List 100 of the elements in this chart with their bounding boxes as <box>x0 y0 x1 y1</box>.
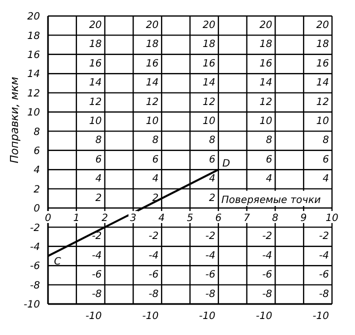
annotation: 20 <box>146 20 159 31</box>
x-tick-label: 5 <box>186 213 194 224</box>
x-tick-label: 3 <box>130 213 136 224</box>
annotation: 12 <box>316 96 329 108</box>
annotation: -8 <box>92 288 102 300</box>
annotation: 16 <box>202 58 216 70</box>
annotation: -4 <box>262 250 272 262</box>
x-tick-label: 7 <box>244 213 251 224</box>
annotation: 18 <box>146 39 159 50</box>
annotation: -8 <box>262 288 272 300</box>
annotation: 8 <box>95 135 102 146</box>
annotation: 20 <box>259 20 272 31</box>
annotation: -2 <box>205 231 216 242</box>
annotation: 16 <box>259 58 272 70</box>
y-tick-label: 18 <box>27 30 40 42</box>
annotation: 6 <box>209 154 216 166</box>
x-tick-label: 10 <box>326 213 338 224</box>
x-tick-label: 4 <box>158 213 165 224</box>
annotation: 8 <box>322 135 329 146</box>
annotation: -4 <box>148 250 159 262</box>
text: -10 <box>312 311 329 322</box>
annotation: 12 <box>146 96 159 108</box>
annotation: 16 <box>89 58 102 70</box>
x-tick-label: 0 <box>44 213 52 224</box>
y-tick-label: 20 <box>27 12 40 23</box>
y-tick-label: 0 <box>34 204 40 215</box>
x-tick-label: 8 <box>272 213 278 224</box>
y-tick-label: -6 <box>30 261 40 272</box>
y-tick-label: -4 <box>30 242 40 253</box>
annotation: 14 <box>202 78 216 89</box>
annotation: 12 <box>89 96 102 108</box>
y-tick-label: -10 <box>24 300 40 311</box>
annotation: 4 <box>95 174 102 185</box>
annotation: 14 <box>316 78 329 89</box>
annotation: -4 <box>205 250 216 262</box>
annotation: 10 <box>89 116 102 127</box>
annotation: -2 <box>148 231 159 242</box>
annotation: 10 <box>259 116 272 127</box>
annotation: -2 <box>319 231 329 242</box>
annotation: 12 <box>259 96 272 108</box>
annotation: 14 <box>89 78 102 89</box>
annotation: 18 <box>259 39 272 50</box>
annotation: -4 <box>92 250 102 262</box>
annotation: 20 <box>316 20 329 31</box>
annotation: -6 <box>205 270 216 281</box>
y-tick-label: -2 <box>30 222 40 234</box>
annotation: 4 <box>152 174 159 185</box>
annotation: 12 <box>202 96 216 108</box>
annotation: 8 <box>152 135 159 146</box>
text: -10 <box>199 311 216 322</box>
annotation: 6 <box>152 154 159 166</box>
annotation: D <box>222 158 230 170</box>
annotation: 2 <box>209 192 216 204</box>
y-tick-label: 4 <box>34 165 40 176</box>
annotation: 16 <box>316 58 329 70</box>
annotation: 6 <box>95 154 102 166</box>
y-axis-title: Поправки, мкм <box>8 76 21 164</box>
annotation: 14 <box>146 78 159 89</box>
y-tick-label: -8 <box>30 280 40 292</box>
annotation: 6 <box>266 154 272 166</box>
y-tick-label: 14 <box>27 69 40 80</box>
text: -10 <box>256 311 272 322</box>
annotation: -4 <box>319 250 329 262</box>
annotation: 4 <box>322 174 329 185</box>
annotation: -2 <box>262 231 272 242</box>
annotation: 2 <box>95 192 102 204</box>
y-tick-label: 10 <box>27 108 40 119</box>
annotation: 6 <box>322 154 329 166</box>
y-tick-label: 8 <box>34 126 40 138</box>
annotation: -6 <box>262 270 272 281</box>
y-tick-label: 2 <box>34 184 40 196</box>
annotation: 10 <box>316 116 329 127</box>
annotation: -8 <box>205 288 216 300</box>
annotation: 20 <box>202 20 216 31</box>
annotation: -8 <box>319 288 329 300</box>
text: -10 <box>142 311 159 322</box>
annotation: 8 <box>209 135 216 146</box>
annotation: 18 <box>316 39 329 50</box>
annotation: -6 <box>148 270 159 281</box>
x-tick-label: 1 <box>73 213 80 224</box>
annotation: 8 <box>266 135 272 146</box>
annotation: 10 <box>146 116 159 127</box>
annotation: C <box>54 256 61 268</box>
annotation: 18 <box>202 39 216 50</box>
annotation: -2 <box>92 231 102 242</box>
x-axis-title: Поверяемые точки <box>221 195 322 206</box>
annotation: 10 <box>202 116 216 127</box>
annotation: -8 <box>148 288 159 300</box>
x-tick-label: 2 <box>102 213 108 224</box>
annotation: 4 <box>266 174 272 185</box>
y-tick-label: 12 <box>27 88 40 100</box>
annotation: 16 <box>146 58 159 70</box>
x-tick-label: 9 <box>300 213 307 224</box>
annotation: -6 <box>319 270 329 281</box>
annotation: 14 <box>259 78 272 89</box>
annotation: -6 <box>92 270 102 281</box>
y-tick-label: 6 <box>34 146 40 157</box>
x-tick-label: 6 <box>215 213 222 224</box>
y-tick-label: 16 <box>27 50 40 61</box>
annotation: 4 <box>209 174 216 185</box>
